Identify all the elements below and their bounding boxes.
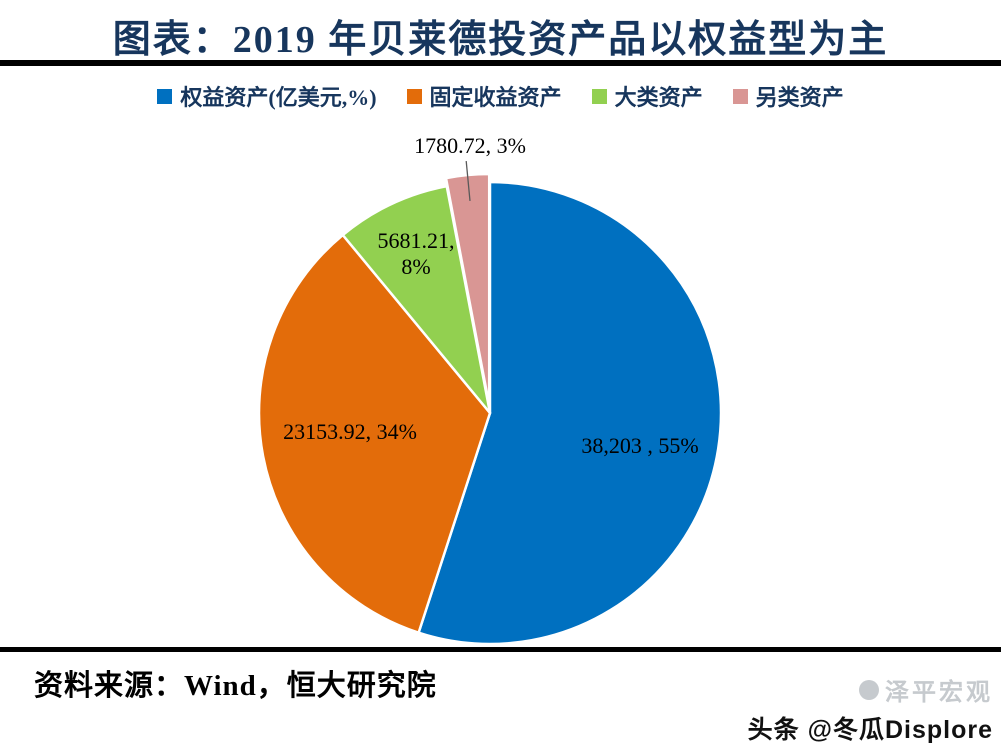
legend-swatch-fixed-income-icon [406, 88, 422, 104]
legend-item-equity: 权益资产(亿美元,%) [157, 80, 377, 112]
legend-swatch-multi-asset-icon [591, 88, 607, 104]
pie-label-equity: 38,203 , 55% [581, 433, 699, 458]
watermark-logo-icon [859, 679, 879, 700]
legend-swatch-alternative-icon [732, 88, 748, 104]
legend-label-alternative: 另类资产 [755, 85, 844, 110]
chart-legend: 权益资产(亿美元,%) 固定收益资产 大类资产 另类资产 [0, 80, 1001, 112]
pie-label-fixed-income: 23153.92, 34% [283, 419, 417, 444]
top-divider [0, 60, 1001, 66]
chart-title: 图表：2019 年贝莱德投资产品以权益型为主 [112, 19, 889, 61]
pie-slice-1 [257, 233, 492, 634]
legend-item-alternative: 另类资产 [732, 80, 844, 112]
legend-item-fixed-income: 固定收益资产 [406, 80, 562, 112]
legend-swatch-equity-icon [157, 88, 173, 104]
pie-label-alternative: 1780.72, 3% [414, 133, 526, 158]
pie-slice-0 [417, 180, 723, 646]
pie-label-multi-asset: 5681.21, 8% [377, 228, 455, 279]
watermark-brand-text: 泽平宏观 [885, 679, 993, 706]
watermark-brand-row: 泽平宏观 [748, 672, 993, 707]
legend-label-equity: 权益资产(亿美元,%) [180, 85, 377, 110]
pie-slice-2 [341, 184, 492, 415]
watermark-handle-text: 头条 @冬瓜Displore [747, 716, 993, 744]
watermark: 泽平宏观 头条 @冬瓜Displore [748, 672, 993, 746]
pie-leader-line [465, 161, 471, 201]
source-note: 资料来源：Wind，恒大研究院 [34, 670, 437, 702]
legend-item-multi-asset: 大类资产 [591, 80, 703, 112]
bottom-divider [0, 647, 1001, 652]
legend-label-fixed-income: 固定收益资产 [429, 85, 562, 110]
legend-label-multi-asset: 大类资产 [614, 85, 703, 110]
